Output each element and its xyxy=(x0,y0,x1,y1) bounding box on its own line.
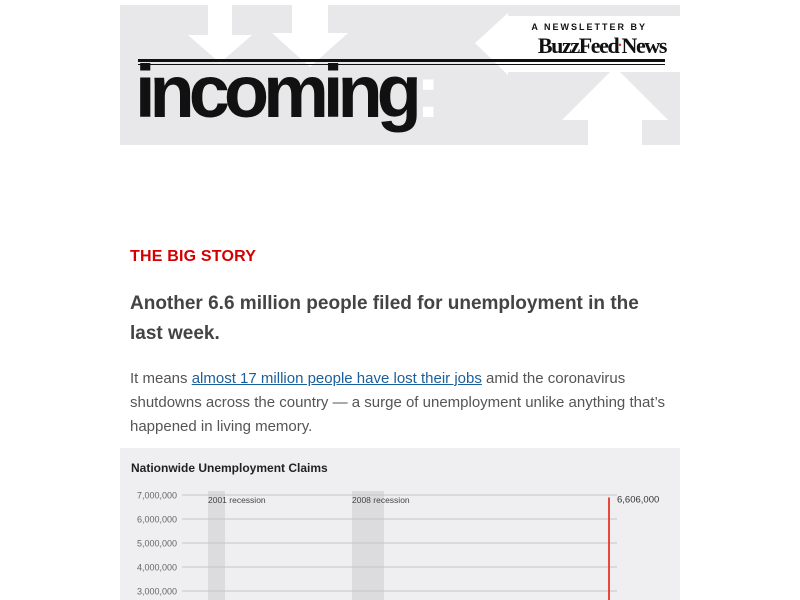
buzzfeed-news-logo[interactable]: BuzzFeed•News xyxy=(516,33,668,59)
brand-box xyxy=(508,16,680,72)
headline: Another 6.6 million people filed for une… xyxy=(130,293,639,344)
lost-jobs-link[interactable]: almost 17 million people have lost their… xyxy=(191,370,482,387)
brand-dot-accent: • xyxy=(618,40,622,50)
recession-annotation: 2008 recession xyxy=(352,495,410,505)
y-tick-label: 5,000,000 xyxy=(137,539,177,549)
newsletter-page: A NEWSLETTER BY BuzzFeed•News incoming: … xyxy=(120,5,680,600)
y-tick-label: 6,000,000 xyxy=(137,515,177,525)
y-tick-label: 4,000,000 xyxy=(137,563,177,573)
header-rule-thin xyxy=(138,64,665,65)
header-rule-thick xyxy=(138,59,665,62)
newsletter-by-label: A NEWSLETTER BY xyxy=(531,22,647,32)
incoming-wordmark: incoming: xyxy=(135,55,441,129)
chart-title: Nationwide Unemployment Claims xyxy=(131,461,328,475)
latest-value-label: 6,606,000 xyxy=(617,494,659,505)
article-body: It means almost 17 million people have l… xyxy=(130,367,675,439)
section-label: THE BIG STORY xyxy=(130,248,257,265)
body-prefix: It means xyxy=(130,370,192,387)
wordmark-colon: : xyxy=(415,50,441,133)
y-tick-label: 3,000,000 xyxy=(137,587,177,597)
chart-plot: 7,000,000 6,000,000 5,000,000 4,000,000 3,00… xyxy=(137,491,659,600)
unemployment-chart: Nationwide Unemployment Claims 7,000,000… xyxy=(120,448,680,600)
brand-name-tail: News xyxy=(621,33,667,58)
brand-name-main: BuzzFeed xyxy=(537,33,620,58)
recession-band-2 xyxy=(352,491,384,600)
header-banner: A NEWSLETTER BY BuzzFeed•News incoming: xyxy=(120,5,680,145)
wordmark-text: incoming xyxy=(135,50,422,133)
recession-band-1 xyxy=(208,491,225,600)
recession-annotation: 2001 recession xyxy=(208,495,266,505)
y-tick-label: 7,000,000 xyxy=(137,491,177,501)
body-suffix: amid the coronavirus shutdowns across th… xyxy=(130,370,666,435)
